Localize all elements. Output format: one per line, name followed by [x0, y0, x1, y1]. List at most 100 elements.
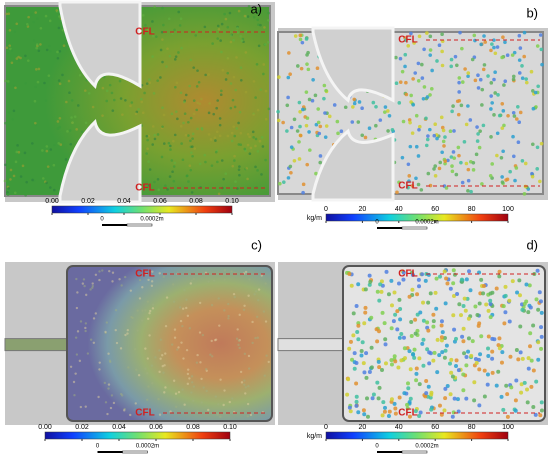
particle	[111, 271, 115, 274]
particle	[386, 129, 390, 133]
particle	[237, 143, 241, 146]
particle	[80, 130, 84, 134]
particle	[410, 272, 415, 277]
particle	[219, 378, 222, 381]
particle	[432, 167, 436, 171]
particle	[4, 121, 7, 125]
particle	[505, 177, 510, 182]
particle	[500, 126, 505, 130]
particle	[457, 80, 461, 85]
particle	[475, 313, 480, 318]
particle	[513, 178, 517, 183]
particle	[531, 142, 535, 147]
particle	[419, 188, 424, 192]
particle	[442, 144, 446, 148]
particle	[471, 160, 476, 165]
particle	[71, 121, 74, 124]
particle	[120, 284, 123, 287]
particle	[387, 409, 392, 414]
particle	[9, 178, 12, 181]
particle	[105, 99, 109, 103]
particle	[118, 278, 121, 281]
particle	[466, 189, 470, 193]
particle	[438, 274, 443, 279]
particle	[169, 410, 172, 413]
particle	[163, 364, 166, 367]
particle	[432, 133, 437, 138]
particle	[479, 277, 484, 282]
particle	[416, 61, 421, 66]
particle	[363, 305, 368, 310]
particle	[205, 389, 208, 393]
particle	[454, 172, 459, 177]
particle	[406, 386, 411, 391]
particle	[216, 160, 219, 164]
particle	[369, 315, 374, 320]
particle	[505, 392, 510, 397]
particle	[84, 121, 88, 125]
particle	[489, 81, 494, 85]
particle	[401, 277, 406, 282]
particle	[536, 307, 541, 312]
particle	[445, 383, 450, 388]
particle	[539, 325, 544, 330]
particle	[450, 164, 454, 168]
particle	[195, 361, 199, 364]
particle	[425, 31, 429, 35]
particle	[156, 133, 160, 136]
particle	[349, 283, 354, 288]
particle	[528, 331, 533, 336]
particle	[57, 10, 60, 14]
particle	[161, 125, 164, 129]
particle	[408, 367, 413, 372]
particle	[179, 124, 183, 128]
particle	[386, 292, 391, 297]
particle	[188, 377, 191, 380]
particle	[83, 284, 86, 288]
particle	[32, 39, 36, 42]
particle	[450, 414, 455, 419]
particle	[84, 326, 87, 330]
particle	[464, 363, 469, 368]
particle	[254, 96, 257, 99]
particle	[522, 301, 527, 306]
particle	[298, 109, 302, 114]
particle	[456, 368, 461, 373]
particle	[190, 381, 194, 384]
particle	[187, 180, 190, 183]
particle	[224, 78, 228, 81]
particle	[220, 159, 224, 162]
particle	[501, 407, 506, 412]
particle	[533, 90, 538, 95]
particle	[411, 103, 416, 107]
particle	[47, 74, 51, 77]
particle	[376, 396, 381, 401]
particle	[457, 90, 461, 94]
particle	[158, 272, 161, 275]
particle	[485, 382, 490, 387]
particle	[140, 100, 144, 104]
particle	[210, 303, 214, 307]
particle	[402, 346, 407, 351]
particle	[428, 351, 433, 356]
particle	[219, 39, 222, 42]
particle	[45, 145, 49, 148]
particle	[165, 296, 169, 299]
scale-bar	[122, 450, 148, 454]
particle	[404, 80, 408, 85]
particle	[476, 357, 481, 362]
particle	[237, 9, 241, 13]
particle	[182, 121, 185, 125]
particle	[91, 105, 95, 109]
particle	[332, 103, 337, 107]
particle	[510, 279, 515, 284]
particle	[482, 34, 486, 38]
particle	[519, 390, 524, 395]
particle	[455, 291, 460, 296]
scale-bar	[102, 224, 127, 226]
particle	[484, 302, 489, 307]
colorbar-tick-label: 0.00	[38, 424, 52, 431]
particle	[228, 400, 231, 404]
particle	[210, 164, 214, 167]
particle	[26, 59, 30, 62]
